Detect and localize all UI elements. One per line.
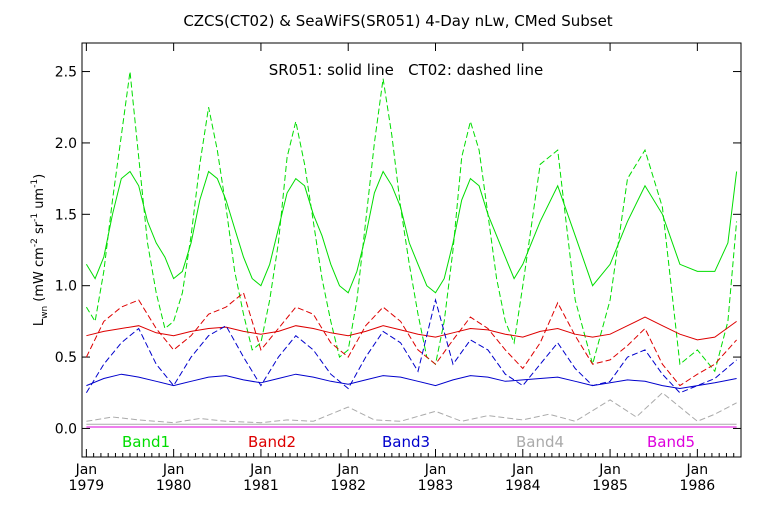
x-tick-month-1: Jan — [162, 462, 185, 478]
x-tick-year-2: 1981 — [243, 478, 279, 494]
x-tick-year-1: 1980 — [156, 478, 192, 494]
series-band2-solid — [86, 316, 737, 341]
x-tick-year-7: 1986 — [680, 478, 716, 494]
legend-band4: Band4 — [516, 433, 564, 451]
series-band2-dashed — [85, 291, 737, 387]
x-tick-year-4: 1983 — [418, 478, 454, 494]
legend-band3: Band3 — [382, 433, 430, 451]
legend: Band1 Band2 Band3 Band4 Band5 — [122, 433, 695, 451]
x-tick-year-3: 1982 — [330, 478, 366, 494]
plot-frame — [81, 42, 742, 458]
y-tick-label-1: 0.5 — [55, 350, 77, 366]
series-band1-solid — [85, 170, 738, 294]
series-band4-dashed — [86, 392, 737, 424]
x-tick-month-2: Jan — [249, 462, 272, 478]
series-layer — [85, 71, 738, 428]
y-axis-label: Lwn (mW cm-2 sr-1 um-1) — [30, 174, 50, 326]
line-style-note: SR051: solid line CT02: dashed line — [269, 61, 544, 79]
series-band3-dashed — [85, 298, 737, 394]
y-tick-label-2: 1.0 — [55, 279, 77, 295]
x-tick-year-6: 1985 — [592, 478, 628, 494]
series-band3-solid — [86, 373, 737, 390]
chart-title: CZCS(CT02) & SeaWiFS(SR051) 4-Day nLw, C… — [183, 12, 612, 30]
legend-band2: Band2 — [248, 433, 296, 451]
x-tick-month-7: Jan — [686, 462, 709, 478]
y-tick-label-0: 0.0 — [55, 421, 77, 437]
x-axis: Jan1979Jan1980Jan1981Jan1982Jan1983Jan19… — [69, 43, 742, 494]
y-tick-label-3: 1.5 — [55, 207, 77, 223]
legend-band1: Band1 — [122, 433, 170, 451]
x-tick-year-5: 1984 — [505, 478, 541, 494]
x-tick-year-0: 1979 — [69, 478, 105, 494]
x-tick-month-3: Jan — [336, 462, 359, 478]
y-axis: 0.0 0.5 1.0 1.5 2.0 2.5 — [55, 65, 741, 437]
x-tick-month-6: Jan — [598, 462, 621, 478]
series-band1-dashed — [85, 71, 738, 373]
legend-band5: Band5 — [647, 433, 695, 451]
x-tick-month-0: Jan — [75, 462, 98, 478]
y-tick-label-5: 2.5 — [55, 65, 77, 81]
x-tick-month-5: Jan — [511, 462, 534, 478]
y-tick-label-4: 2.0 — [55, 136, 77, 152]
x-tick-month-4: Jan — [424, 462, 447, 478]
